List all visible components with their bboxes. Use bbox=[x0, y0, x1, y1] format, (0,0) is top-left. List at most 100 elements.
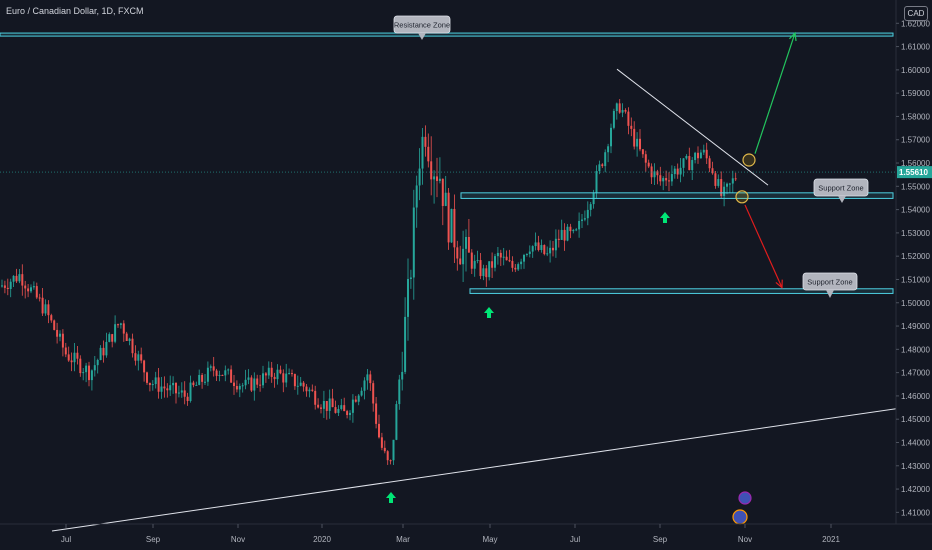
candle-body bbox=[441, 178, 444, 206]
candle-body bbox=[653, 171, 656, 178]
candle-body bbox=[215, 370, 218, 376]
candle-body bbox=[560, 229, 563, 240]
candle-body bbox=[369, 374, 372, 384]
candle-body bbox=[282, 373, 285, 383]
candle-body bbox=[618, 103, 621, 113]
y-tick-label: 1.43000 bbox=[901, 462, 930, 471]
candle-body bbox=[67, 354, 70, 361]
candle-body bbox=[552, 247, 554, 251]
candle-body bbox=[125, 333, 128, 342]
candle-body bbox=[578, 220, 581, 230]
candle-body bbox=[659, 175, 662, 182]
candle-body bbox=[151, 384, 154, 386]
candle-body bbox=[566, 226, 569, 241]
y-tick-label: 1.44000 bbox=[901, 438, 930, 447]
candle-body bbox=[450, 208, 453, 243]
candle-body bbox=[235, 386, 238, 390]
candle-body bbox=[601, 164, 604, 167]
event-icon bbox=[738, 491, 752, 505]
candle-body bbox=[285, 373, 288, 383]
candle-body bbox=[711, 168, 714, 174]
candle-body bbox=[204, 381, 206, 383]
candle-body bbox=[119, 323, 122, 325]
candle-body bbox=[688, 155, 691, 171]
candle-body bbox=[720, 179, 723, 196]
candle-body bbox=[314, 390, 317, 405]
candle-body bbox=[389, 460, 392, 462]
callout-pointer bbox=[418, 33, 426, 40]
candle-body bbox=[343, 405, 346, 412]
candle-body bbox=[276, 369, 279, 380]
price-axis[interactable]: 1.41000 1.42000 1.43000 1.44000 1.45000 1.460… bbox=[895, 0, 932, 550]
candle-body bbox=[244, 379, 247, 386]
candle-body bbox=[430, 161, 433, 180]
candle-body bbox=[99, 347, 102, 360]
candle-body bbox=[575, 229, 578, 231]
candle-body bbox=[604, 152, 607, 167]
candle-body bbox=[380, 437, 383, 448]
last-price-tag bbox=[897, 166, 932, 179]
candle-body bbox=[85, 365, 88, 373]
candle-body bbox=[346, 411, 349, 415]
candle-body bbox=[230, 369, 233, 383]
candle-body bbox=[270, 367, 273, 377]
candle-body bbox=[392, 439, 395, 461]
candle-body bbox=[694, 152, 697, 161]
candle-body bbox=[668, 180, 670, 182]
y-tick-label: 1.46000 bbox=[901, 392, 930, 401]
y-tick-label: 1.54000 bbox=[901, 206, 930, 215]
candle-body bbox=[59, 333, 61, 337]
candle-body bbox=[508, 260, 511, 262]
candle-body bbox=[502, 256, 505, 258]
candle-body bbox=[311, 389, 314, 391]
callout-label: Support Zone bbox=[818, 184, 863, 193]
candle-body bbox=[354, 399, 357, 402]
candle-body bbox=[505, 256, 508, 261]
ascending-trendline bbox=[51, 408, 897, 532]
candle-body bbox=[607, 146, 610, 153]
candle-body bbox=[523, 254, 525, 262]
candle-body bbox=[528, 251, 531, 254]
y-tick-label: 1.49000 bbox=[901, 322, 930, 331]
candle-body bbox=[491, 261, 494, 268]
y-tick-label: 1.50000 bbox=[901, 299, 930, 308]
candle-body bbox=[18, 274, 21, 282]
candle-body bbox=[320, 407, 322, 409]
candle-body bbox=[9, 281, 12, 289]
candle-body bbox=[331, 398, 334, 408]
time-axis[interactable]: Jul Sep Nov 2020 Mar May Jul Sep Nov 2021 bbox=[0, 523, 932, 544]
candle-body bbox=[250, 377, 253, 391]
candle-body bbox=[708, 158, 711, 169]
candle-body bbox=[351, 399, 354, 413]
y-tick-label: 1.53000 bbox=[901, 229, 930, 238]
candle-body bbox=[488, 261, 491, 278]
price-axis-bg bbox=[896, 0, 932, 550]
candle-body bbox=[1, 285, 3, 287]
candle-body bbox=[241, 385, 244, 387]
candle-body bbox=[209, 366, 212, 368]
candle-body bbox=[444, 192, 447, 206]
candle-body bbox=[288, 373, 291, 375]
drawing-overlays: Resistance Zone Support Zone Support Zone bbox=[0, 15, 897, 532]
candle-body bbox=[61, 333, 64, 348]
candle-body bbox=[624, 110, 627, 112]
candle-body bbox=[12, 275, 15, 282]
candle-body bbox=[259, 384, 262, 386]
candle-body bbox=[44, 304, 47, 314]
candle-body bbox=[525, 253, 528, 255]
candle-body bbox=[177, 392, 180, 394]
x-tick-label: Nov bbox=[738, 535, 752, 544]
candle-body bbox=[154, 377, 157, 385]
candle-body bbox=[499, 252, 502, 258]
y-tick-label: 1.48000 bbox=[901, 345, 930, 354]
candle-body bbox=[482, 268, 485, 277]
candle-body bbox=[479, 260, 482, 277]
candle-body bbox=[476, 260, 479, 262]
candle-body bbox=[395, 404, 398, 440]
currency-badge[interactable]: CAD bbox=[904, 6, 928, 21]
candle-body bbox=[494, 256, 496, 268]
candle-body bbox=[424, 136, 427, 147]
candle-body bbox=[291, 373, 293, 375]
candle-body bbox=[70, 360, 73, 363]
